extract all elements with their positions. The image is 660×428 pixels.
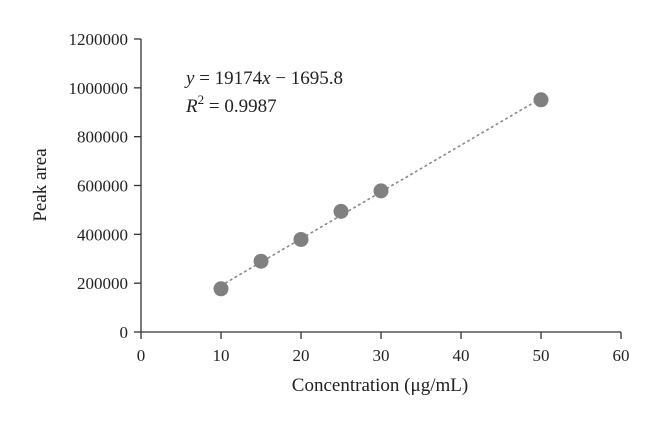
axes: 0 10 20 30 40 50 60 0 200000 400000 600000 800000 10… [69,30,630,365]
y-tick-label: 800000 [77,128,128,147]
data-points [213,92,549,297]
eq-rest: = 19174 [194,68,262,89]
x-axis-label: Concentration (μg/mL) [292,375,468,396]
y-tick-label: 200000 [77,274,128,293]
x-tick-label: 60 [613,346,630,365]
y-tick-label: 600000 [77,177,128,196]
x-tick-label: 50 [533,346,550,365]
eq-x-var: x [261,68,271,89]
x-tick-label: 40 [453,346,470,365]
r-squared: R2 = 0.9987 [185,92,277,117]
r-var: R [185,96,198,117]
data-point [533,92,549,108]
data-point [333,203,349,219]
r-value: = 0.9987 [204,96,276,117]
x-tick-label: 10 [213,346,230,365]
data-point [253,253,269,269]
data-point [213,281,229,297]
trendline-layer [220,97,542,287]
regression-equation: y = 19174x − 1695.8 [184,68,343,89]
eq-y-var: y [184,68,195,89]
trendline [220,97,542,287]
data-point [373,183,389,199]
x-tick-label: 20 [293,346,310,365]
x-tick-label: 0 [137,346,146,365]
y-tick-label: 1000000 [69,79,129,98]
y-tick-label: 1200000 [69,30,129,49]
eq-tail: − 1695.8 [271,68,343,89]
y-tick-label: 400000 [77,225,128,244]
x-tick-label: 30 [373,346,390,365]
y-tick-label: 0 [120,323,129,342]
r-exp: 2 [198,92,205,107]
data-point [293,231,309,247]
y-axis-label: Peak area [30,148,51,222]
